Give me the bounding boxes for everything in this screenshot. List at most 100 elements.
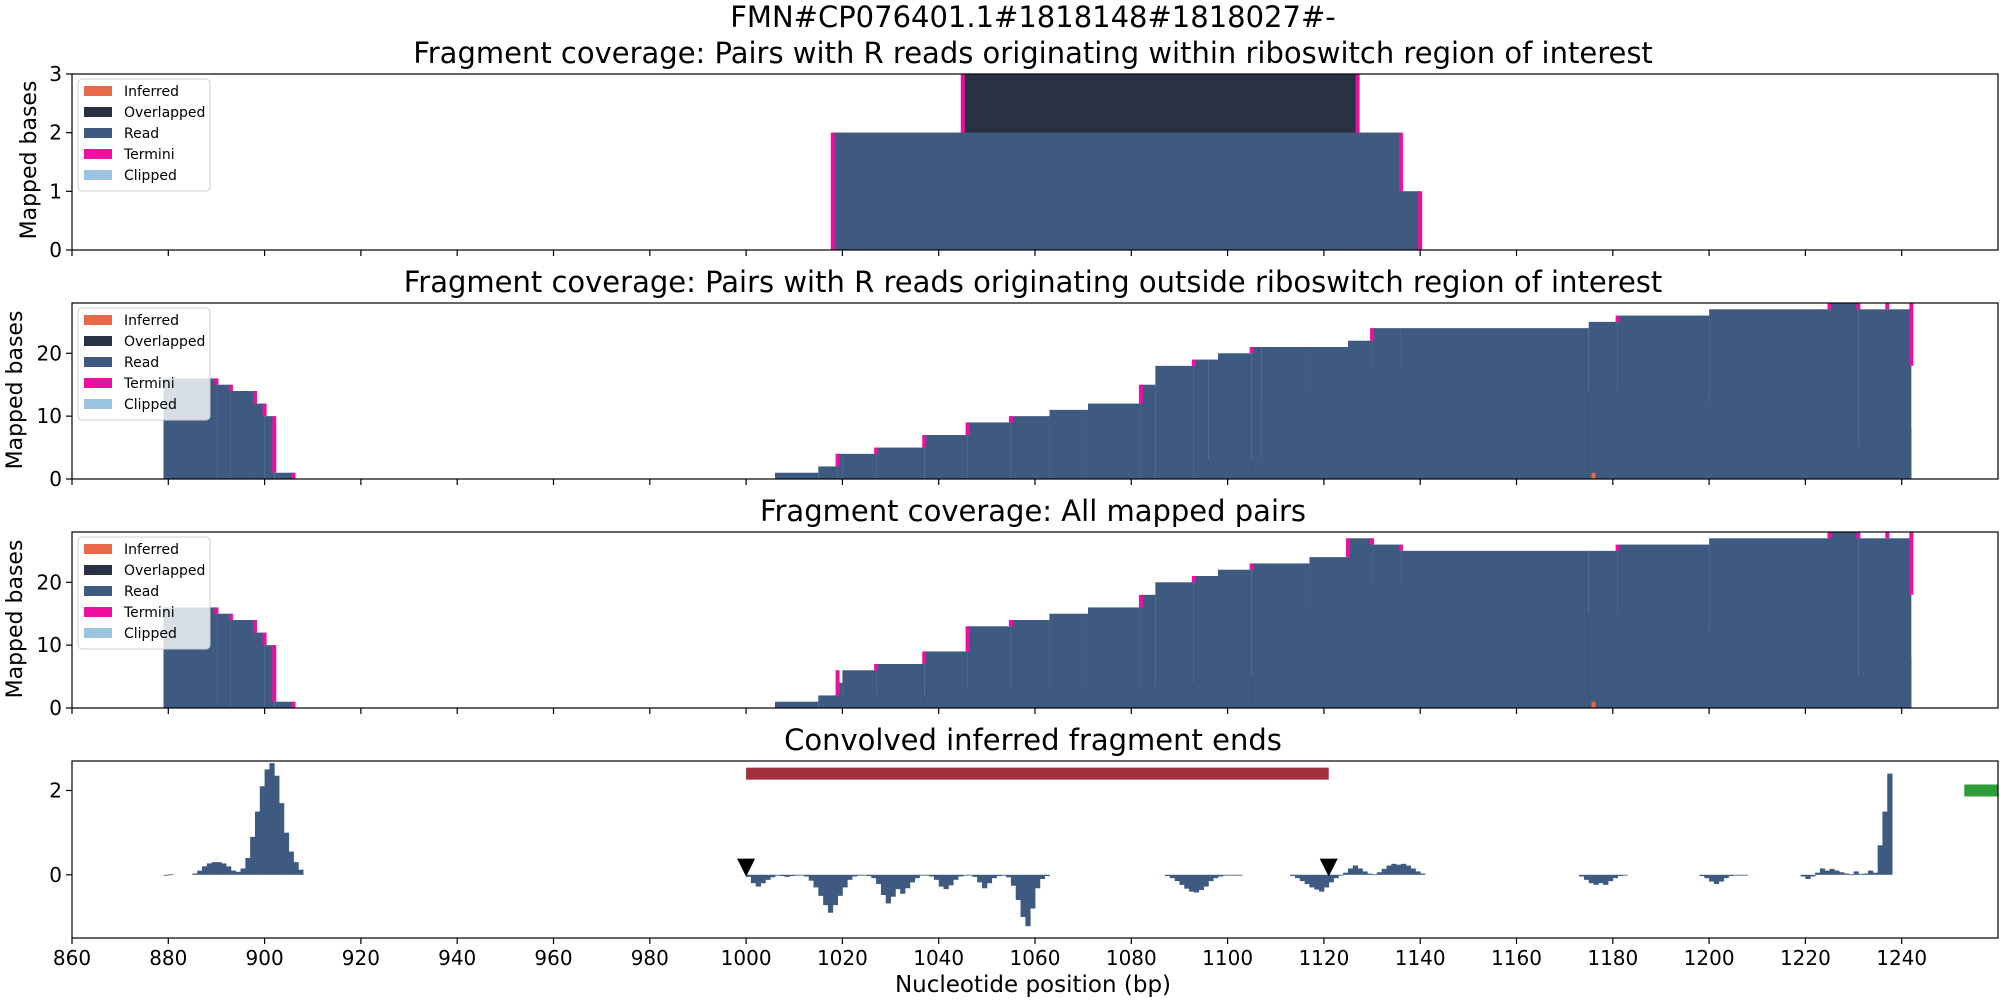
coverage-bar-read	[924, 651, 968, 708]
convolved-bar	[760, 874, 766, 884]
convolved-bar	[1030, 874, 1036, 909]
boundary-triangle-marker	[1319, 858, 1338, 877]
convolved-bar	[1217, 874, 1224, 877]
convolved-bar	[808, 874, 814, 881]
x-tick-label: 1220	[1780, 946, 1831, 970]
termini-mark	[214, 607, 219, 614]
convolved-bar	[240, 868, 246, 875]
convolved-bar	[1227, 874, 1233, 876]
y-tick-label: 0	[49, 696, 62, 720]
coverage-bar-read	[967, 626, 1011, 708]
coverage-bar-read	[1049, 409, 1088, 479]
convolved-bar	[746, 874, 752, 877]
x-tick-label: 860	[53, 946, 91, 970]
convolved-bar	[1347, 868, 1354, 875]
coverage-bar-read	[837, 453, 843, 479]
convolved-bar	[269, 763, 275, 875]
termini-mark	[1885, 532, 1890, 539]
convolved-bar	[876, 874, 882, 885]
termini-mark	[252, 620, 257, 633]
convolved-bar	[197, 870, 203, 875]
termini-mark	[965, 422, 970, 435]
coverage-bar-read	[842, 670, 877, 708]
coverage-bar-read	[1357, 132, 1401, 250]
inferred-mark	[1591, 472, 1596, 479]
convolved-bar	[1882, 811, 1888, 875]
convolved-bar	[1410, 868, 1416, 875]
convolved-bar	[1622, 874, 1628, 876]
convolved-bar	[755, 874, 761, 887]
termini-mark	[1909, 532, 1914, 595]
panel-outside-region: Fragment coverage: Pairs with R reads or…	[3, 265, 1999, 491]
convolved-bar	[1213, 874, 1219, 879]
termini-mark	[922, 435, 927, 448]
convolved-bar	[1391, 863, 1397, 875]
convolved-bar	[1381, 868, 1387, 875]
convolved-bar	[279, 803, 285, 875]
x-tick-label: 1200	[1684, 946, 1735, 970]
coverage-bar-read	[1858, 538, 1912, 708]
convolved-bar	[900, 874, 906, 894]
legend-swatch-overlapped	[84, 336, 112, 346]
coverage-bar-read	[1261, 347, 1310, 479]
coverage-bar-read	[1251, 563, 1310, 708]
termini-mark	[965, 626, 970, 652]
legend-swatch-termini	[84, 607, 112, 617]
termini-mark	[830, 132, 835, 250]
termini-mark	[1827, 303, 1832, 310]
legend-label-termini: Termini	[123, 147, 175, 163]
convolved-bar	[250, 836, 256, 875]
convolved-bar	[871, 874, 877, 879]
convolved-bar	[852, 874, 858, 877]
termini-mark	[960, 74, 965, 133]
legend-label-clipped: Clipped	[124, 626, 177, 642]
convolved-bar	[1304, 874, 1310, 885]
convolved-bar	[1044, 874, 1050, 877]
convolved-bar	[895, 874, 901, 890]
x-tick-label: 1100	[1202, 946, 1253, 970]
convolved-bar	[1001, 874, 1007, 876]
termini-mark	[291, 472, 296, 479]
y-tick-label: 1	[49, 179, 62, 203]
y-axis: 02	[49, 779, 72, 887]
convolved-bar	[1039, 874, 1046, 879]
convolved-bar	[1863, 873, 1869, 875]
legend-swatch-read	[84, 586, 112, 596]
legend-label-clipped: Clipped	[124, 168, 177, 184]
convolved-bar	[1699, 874, 1705, 877]
x-tick-label: 1040	[913, 946, 964, 970]
convolved-bar	[1704, 874, 1710, 879]
coverage-bar-read	[876, 447, 925, 479]
convolved-bar	[1583, 874, 1590, 880]
convolved-bar	[1386, 865, 1392, 875]
legend-swatch-termini	[84, 149, 112, 159]
coverage-bar-read	[1617, 315, 1710, 479]
y-tick-label: 10	[37, 404, 62, 428]
y-tick-label: 3	[49, 62, 62, 86]
convolved-bar	[264, 769, 270, 875]
convolved-bar	[885, 874, 891, 904]
coverage-bar-read	[1588, 321, 1618, 479]
legend-swatch-inferred	[84, 86, 112, 96]
convolved-bar	[794, 874, 800, 876]
convolved-bar	[1343, 872, 1349, 875]
termini-mark	[228, 384, 233, 391]
convolved-bar	[1174, 874, 1180, 882]
coverage-bar-read	[1309, 557, 1348, 708]
coverage-bar-read	[264, 645, 275, 708]
convolved-bar	[1198, 874, 1204, 890]
convolved-bar	[866, 874, 872, 877]
convolved-bar	[1295, 874, 1301, 879]
convolved-bar	[216, 862, 222, 875]
termini-mark	[835, 453, 840, 467]
convolved-bar	[1290, 874, 1296, 877]
convolved-bar	[1415, 871, 1421, 875]
plot-frame	[71, 760, 1999, 939]
y-tick-label: 10	[37, 633, 62, 657]
boundary-triangle-marker	[737, 858, 756, 877]
coverage-bar-read	[1208, 359, 1218, 479]
termini-mark	[1615, 315, 1620, 322]
coverage-bar-read	[254, 632, 265, 708]
coverage-bar-read	[1140, 594, 1156, 708]
coverage-bar-read	[1400, 550, 1589, 708]
